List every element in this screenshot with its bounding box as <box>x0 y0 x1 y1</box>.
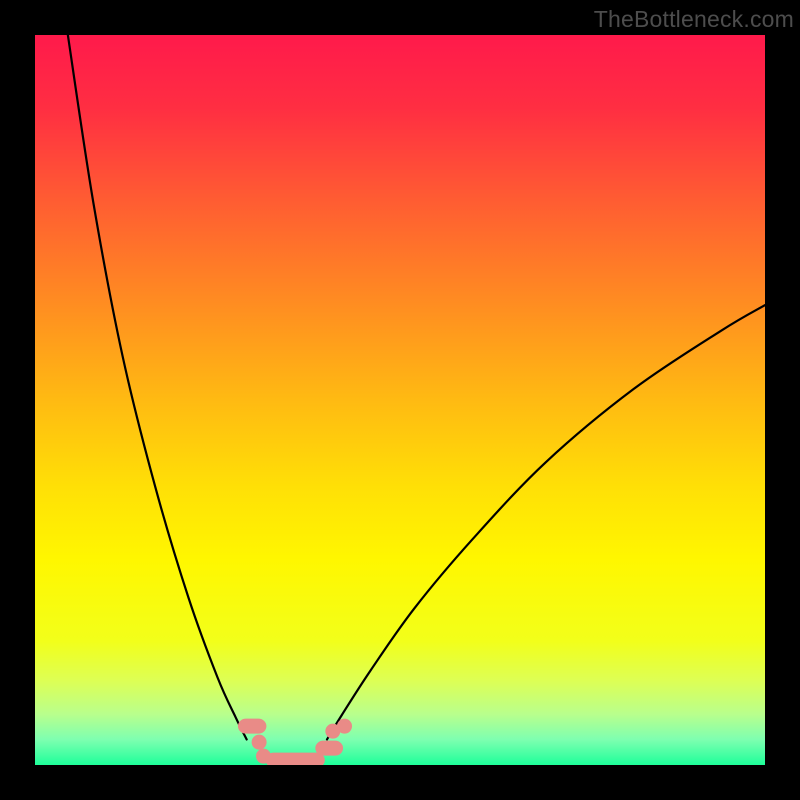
chart-frame: TheBottleneck.com <box>0 0 800 800</box>
right-curve <box>327 305 765 739</box>
watermark-text: TheBottleneck.com <box>594 6 794 33</box>
marker-dot <box>252 735 267 750</box>
curves-layer <box>35 35 765 765</box>
left-curve <box>68 35 247 739</box>
plot-area <box>35 35 765 765</box>
marker-bar <box>315 741 343 756</box>
marker-bar <box>266 753 325 765</box>
marker-bar <box>238 719 266 734</box>
marker-dot <box>337 719 352 734</box>
